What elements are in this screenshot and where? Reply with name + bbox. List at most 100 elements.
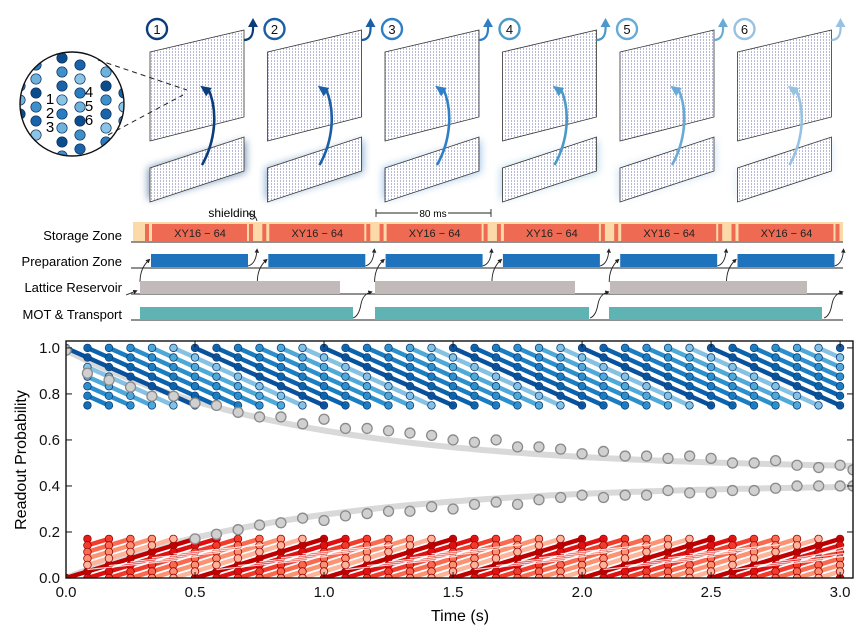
blue-data-point — [427, 372, 436, 381]
blue-data-point — [147, 372, 157, 381]
row-label-storage: Storage Zone — [43, 228, 122, 243]
blue-data-point — [126, 391, 135, 401]
preparation-block — [268, 254, 366, 267]
storage-sequence-block — [152, 224, 247, 241]
reservoir-input-arrow-icon — [125, 289, 138, 296]
blue-data-point — [599, 353, 608, 362]
blue-data-point — [83, 382, 92, 391]
storage-pulse — [600, 224, 605, 241]
red-separator — [108, 555, 200, 567]
atom-site — [56, 66, 68, 78]
upper-gray-data-point — [275, 411, 287, 423]
blue-series-line — [85, 374, 155, 408]
storage-pulse — [262, 224, 267, 241]
storage-pulse — [483, 224, 488, 241]
blue-series-line — [773, 345, 843, 379]
upper-gray-data-point — [490, 434, 502, 446]
upper-gray-data-point — [554, 443, 567, 455]
upper-gray-data-point — [813, 461, 825, 474]
lower-gray-data-point — [684, 487, 696, 499]
red-data-point — [405, 541, 415, 550]
blue-data-point — [771, 353, 780, 362]
red-separator — [388, 551, 479, 563]
reservoir-block — [610, 281, 807, 294]
transfer-arrowhead-icon — [200, 85, 212, 97]
blue-data-point — [276, 391, 286, 401]
blue-data-point — [169, 372, 178, 381]
exit-arrowhead-icon — [248, 18, 258, 27]
blue-data-point — [362, 382, 372, 391]
red-separator — [345, 559, 436, 571]
cycle-badge-icon — [733, 17, 756, 41]
blue-data-point — [792, 372, 802, 381]
cycle-panel-2: 2 — [263, 17, 376, 203]
blue-data-point — [663, 353, 673, 362]
blue-data-point — [126, 343, 135, 353]
blue-data-point — [835, 391, 845, 401]
lower-gray-data-point — [210, 528, 223, 540]
blue-data-point — [169, 362, 178, 372]
blue-data-point — [771, 391, 780, 401]
atom-site — [20, 94, 26, 106]
blue-data-point — [83, 343, 92, 353]
blue-data-point — [534, 372, 544, 381]
blue-data-point — [83, 353, 92, 362]
blue-data-point — [341, 401, 350, 410]
blue-data-point — [212, 372, 221, 381]
blue-data-point — [749, 382, 759, 391]
red-data-point — [255, 547, 264, 557]
atom-site — [74, 115, 86, 127]
lattice-schematic: 1 2 3 4 5 6 — [145, 17, 846, 203]
blue-data-point — [126, 401, 135, 410]
storage-pulse — [366, 224, 371, 241]
blue-data-point — [792, 391, 802, 401]
red-data-point — [491, 554, 501, 563]
blue-data-point — [577, 382, 587, 391]
blue-data-point — [255, 372, 264, 381]
y-tick-label: 1.0 — [39, 340, 60, 357]
blue-data-point — [685, 372, 694, 381]
red-data-point — [599, 560, 608, 570]
blue-data-point — [384, 391, 393, 401]
upper-gray-data-point — [339, 422, 352, 435]
storage-sequence-block — [503, 224, 599, 241]
cycle-number: 1 — [153, 22, 160, 37]
atom-site — [100, 122, 112, 134]
lower-gray-data-point — [705, 487, 717, 499]
blue-data-point — [491, 382, 501, 391]
transfer-arrow-icon — [247, 248, 260, 267]
red-data-point — [276, 573, 286, 578]
atom-site — [118, 129, 124, 141]
upper-gray-data-point — [640, 450, 653, 462]
lower-gray-data-point — [468, 498, 481, 511]
storage-plane — [149, 29, 245, 142]
upper-gray-data-point — [834, 459, 846, 471]
blue-data-point — [83, 401, 92, 410]
red-data-point — [212, 560, 221, 570]
blue-data-point — [427, 391, 436, 401]
red-data-point — [728, 573, 737, 578]
blue-data-point — [491, 362, 501, 372]
blue-data-point — [599, 343, 608, 353]
atom-site — [30, 59, 42, 71]
atom-site — [20, 108, 26, 120]
transfer-arrow-icon — [599, 248, 611, 267]
blue-data-point — [749, 362, 759, 372]
upper-gray-data-point — [791, 459, 803, 471]
blue-data-point — [126, 353, 135, 362]
red-data-point — [620, 573, 630, 578]
upper-gray-data-point — [511, 441, 524, 453]
blue-data-point — [319, 391, 329, 401]
upper-gray-data-point — [447, 434, 459, 446]
blue-data-point — [663, 401, 673, 410]
blue-data-point — [728, 353, 737, 362]
atom-site — [74, 129, 86, 141]
red-separator — [151, 547, 243, 559]
cycle-number: 3 — [388, 22, 395, 37]
red-data-point — [749, 554, 759, 563]
red-separator — [259, 551, 350, 563]
exit-arrow-icon — [713, 24, 725, 42]
lower-gray-data-point — [597, 491, 610, 504]
zoom-line-top — [97, 59, 188, 91]
inset-label-3: 3 — [46, 119, 54, 136]
